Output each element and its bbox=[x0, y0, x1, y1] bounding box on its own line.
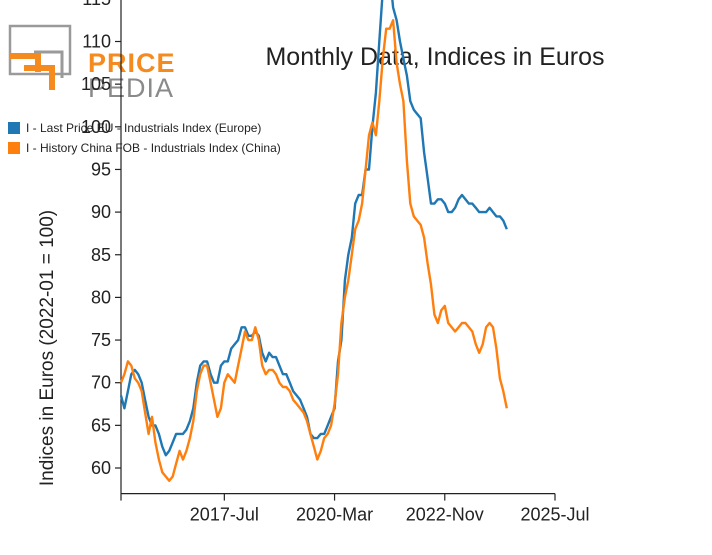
series-line-china bbox=[119, 19, 508, 482]
y-tick-label: 65 bbox=[91, 415, 111, 435]
x-tick-label: 2020-Mar bbox=[296, 505, 373, 525]
y-axis-label: Indices in Euros (2022-01 = 100) bbox=[37, 210, 58, 486]
x-tick-label: 2022-Nov bbox=[406, 505, 484, 525]
y-tick-label: 105 bbox=[81, 74, 111, 94]
y-tick-label: 60 bbox=[91, 458, 111, 478]
y-tick-label: 85 bbox=[91, 245, 111, 265]
x-tick-label: 2017-Jul bbox=[190, 505, 259, 525]
y-tick-label: 75 bbox=[91, 330, 111, 350]
logo-mark-icon bbox=[8, 24, 72, 90]
legend-swatch-europe bbox=[8, 122, 20, 134]
series-line-europe bbox=[119, 0, 508, 457]
legend: I - Last Price EU - Industrials Index (E… bbox=[8, 118, 281, 158]
y-tick-label: 95 bbox=[91, 159, 111, 179]
legend-label-china: I - History China FOB - Industrials Inde… bbox=[26, 141, 281, 155]
y-tick-label: 110 bbox=[82, 32, 111, 52]
y-tick-label: 100 bbox=[81, 117, 111, 137]
y-tick-label: 70 bbox=[91, 373, 111, 393]
pricepedia-logo[interactable]: PRICE PEDIA bbox=[8, 24, 175, 102]
y-tick-label: 115 bbox=[82, 0, 111, 9]
y-tick-label: 80 bbox=[91, 287, 111, 307]
legend-item-china[interactable]: I - History China FOB - Industrials Inde… bbox=[8, 138, 281, 158]
legend-label-europe: I - Last Price EU - Industrials Index (E… bbox=[26, 121, 262, 135]
legend-item-europe[interactable]: I - Last Price EU - Industrials Index (E… bbox=[8, 118, 281, 138]
logo-word-pedia: PEDIA bbox=[88, 73, 175, 103]
chart-title: Monthly Data, Indices in Euros bbox=[265, 43, 605, 71]
legend-swatch-china bbox=[8, 142, 20, 154]
logo-word-price: PRICE bbox=[88, 48, 176, 78]
x-tick-label: 2025-Jul bbox=[520, 505, 589, 525]
y-tick-label: 90 bbox=[91, 202, 111, 222]
